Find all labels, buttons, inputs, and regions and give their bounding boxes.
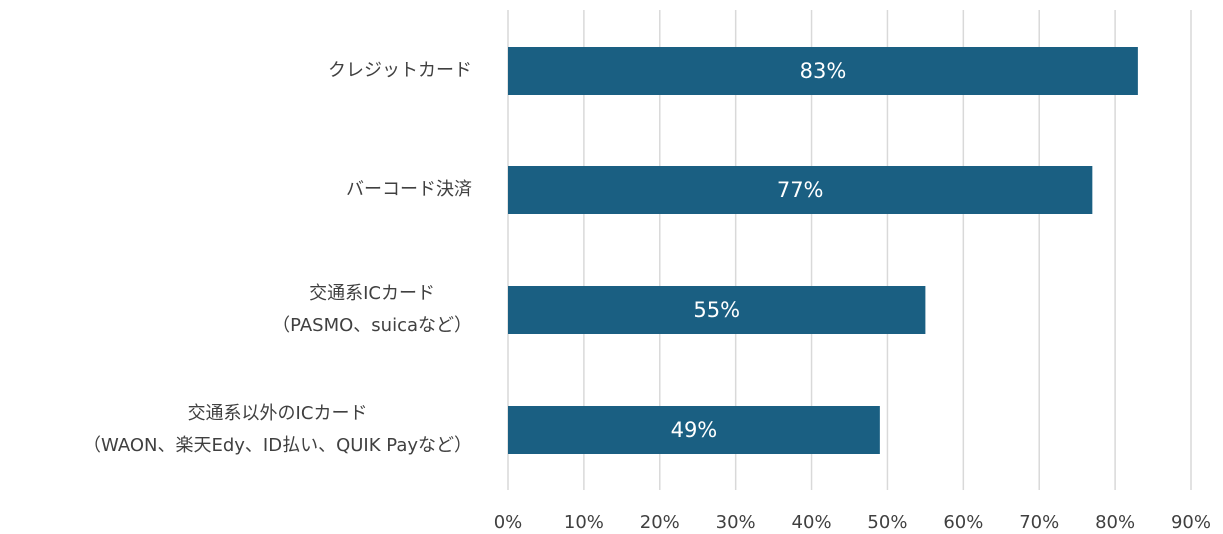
- y-tick-label: 交通系ICカード: [309, 283, 435, 304]
- data-label: 77%: [777, 178, 824, 202]
- y-tick-label: 交通系以外のICカード: [188, 403, 368, 424]
- y-tick-label: （WAON、楽天Edy、ID払い、QUIK Payなど）: [83, 435, 472, 456]
- x-tick-label: 80%: [1095, 512, 1135, 533]
- category-label: 交通系以外のICカード （WAON、楽天Edy、ID払い、QUIK Payなど）: [83, 403, 472, 456]
- data-label: 55%: [693, 298, 740, 322]
- x-tick-label: 30%: [716, 512, 756, 533]
- bar: [508, 47, 1138, 95]
- x-tick-label: 40%: [792, 512, 832, 533]
- x-tick-label: 20%: [640, 512, 680, 533]
- category-label: バーコード決済: [346, 179, 472, 200]
- y-tick-label: バーコード決済: [346, 179, 472, 200]
- data-label: 49%: [671, 418, 718, 442]
- x-tick-label: 70%: [1019, 512, 1059, 533]
- y-tick-label: （PASMO、suicaなど）: [272, 315, 472, 336]
- category-label: クレジットカード: [328, 60, 472, 81]
- x-tick-label: 50%: [867, 512, 907, 533]
- x-tick-label: 60%: [943, 512, 983, 533]
- data-label: 83%: [800, 59, 847, 83]
- x-tick-label: 0%: [494, 512, 523, 533]
- bar: [508, 406, 880, 454]
- bar: [508, 286, 926, 334]
- bar: [508, 166, 1093, 214]
- x-tick-label: 10%: [564, 512, 604, 533]
- x-tick-label: 90%: [1171, 512, 1211, 533]
- y-tick-label: クレジットカード: [328, 60, 472, 81]
- category-label: 交通系ICカード （PASMO、suicaなど）: [272, 283, 472, 336]
